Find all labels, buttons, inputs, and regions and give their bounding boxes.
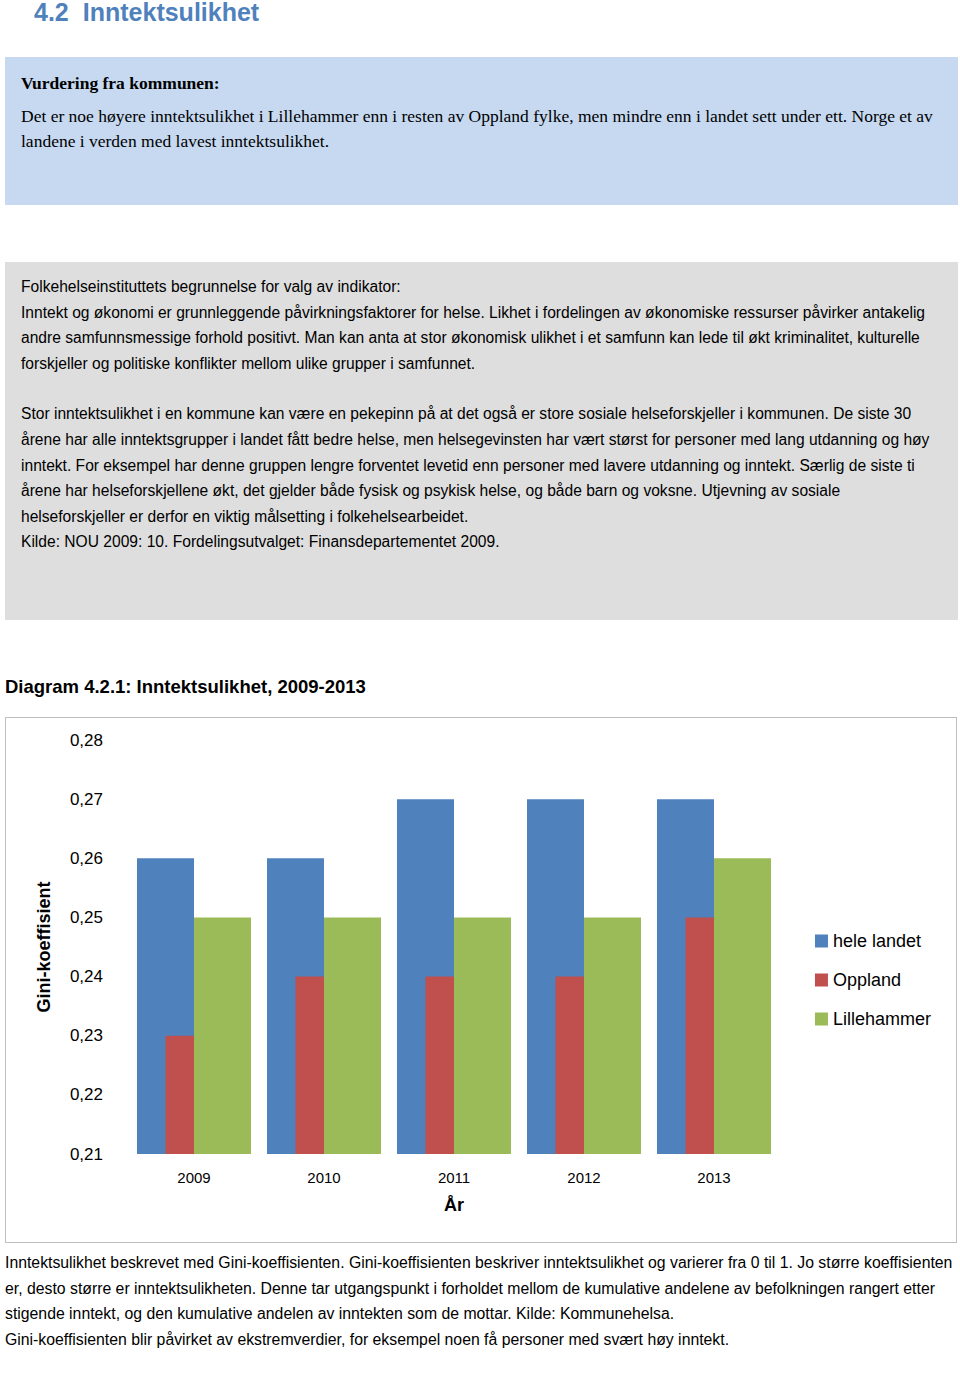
svg-text:0,28: 0,28 xyxy=(70,731,103,750)
html-text:Folkehelseinstituttets begrunn: Folkehelseinstituttets begrunnelse for v… xyxy=(21,278,401,295)
html-text:Det er noe høyere inntektsulik: Det er noe høyere inntektsulikhet i Lill… xyxy=(21,106,933,151)
svg-text:2009: 2009 xyxy=(177,1169,210,1186)
svg-text:Gini-koeffisient: Gini-koeffisient xyxy=(34,881,54,1012)
svg-text:0,21: 0,21 xyxy=(70,1145,103,1164)
html-text:Kilde: NOU 2009: 10. Fordeling: Kilde: NOU 2009: 10. Fordelingsutvalget:… xyxy=(21,533,500,551)
html-text:Vurdering fra kommunen:: Vurdering fra kommunen: xyxy=(21,73,220,93)
svg-text:0,24: 0,24 xyxy=(70,967,103,986)
svg-text:År: År xyxy=(444,1195,464,1215)
svg-text:hele landet: hele landet xyxy=(833,931,921,951)
svg-text:0,22: 0,22 xyxy=(70,1085,103,1104)
svg-text:Oppland: Oppland xyxy=(833,970,901,990)
html-text:Inntektsulikhet beskrevet med: Inntektsulikhet beskrevet med Gini-koeff… xyxy=(5,1254,953,1322)
svg-text:0,23: 0,23 xyxy=(70,1026,103,1045)
svg-text:2013: 2013 xyxy=(697,1169,730,1186)
svg-text:0,26: 0,26 xyxy=(70,849,103,868)
svg-text:2011: 2011 xyxy=(438,1169,470,1186)
svg-text:0,25: 0,25 xyxy=(70,908,103,927)
html-text:Inntekt og økonomi er grunnleg: Inntekt og økonomi er grunnleggende påvi… xyxy=(21,303,925,372)
svg-text:0,27: 0,27 xyxy=(70,790,103,809)
svg-text:Lillehammer: Lillehammer xyxy=(833,1009,931,1029)
svg-text:2012: 2012 xyxy=(567,1169,600,1186)
svg-text:2010: 2010 xyxy=(307,1169,340,1186)
html-text:Gini-koeffisienten blir påvirk: Gini-koeffisienten blir påvirket av ekst… xyxy=(5,1330,730,1348)
html-text:Diagram 4.2.1: Inntektsulikhet: Diagram 4.2.1: Inntektsulikhet, 2009-201… xyxy=(5,676,366,697)
html-text:Stor inntektsulikhet i en komm: Stor inntektsulikhet i en kommune kan væ… xyxy=(21,405,930,525)
